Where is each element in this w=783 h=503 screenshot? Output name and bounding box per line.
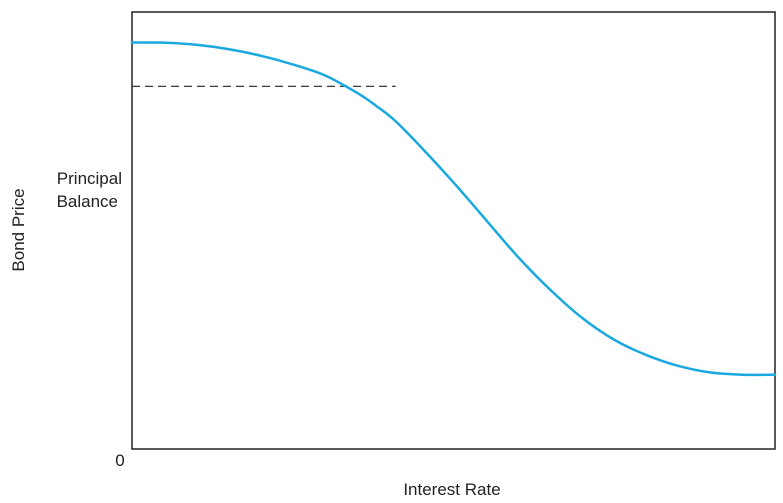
bond-price-curve-0	[130, 41, 777, 377]
principal-label-line1: Principal	[57, 169, 122, 188]
plot-area	[131, 11, 776, 450]
series-group	[130, 41, 777, 377]
x-axis-label: Interest Rate	[403, 480, 500, 499]
y-axis-label: Bond Price	[9, 188, 28, 271]
y-tick-label-zero: 0	[115, 451, 124, 470]
principal-label-line2: Balance	[57, 192, 118, 211]
